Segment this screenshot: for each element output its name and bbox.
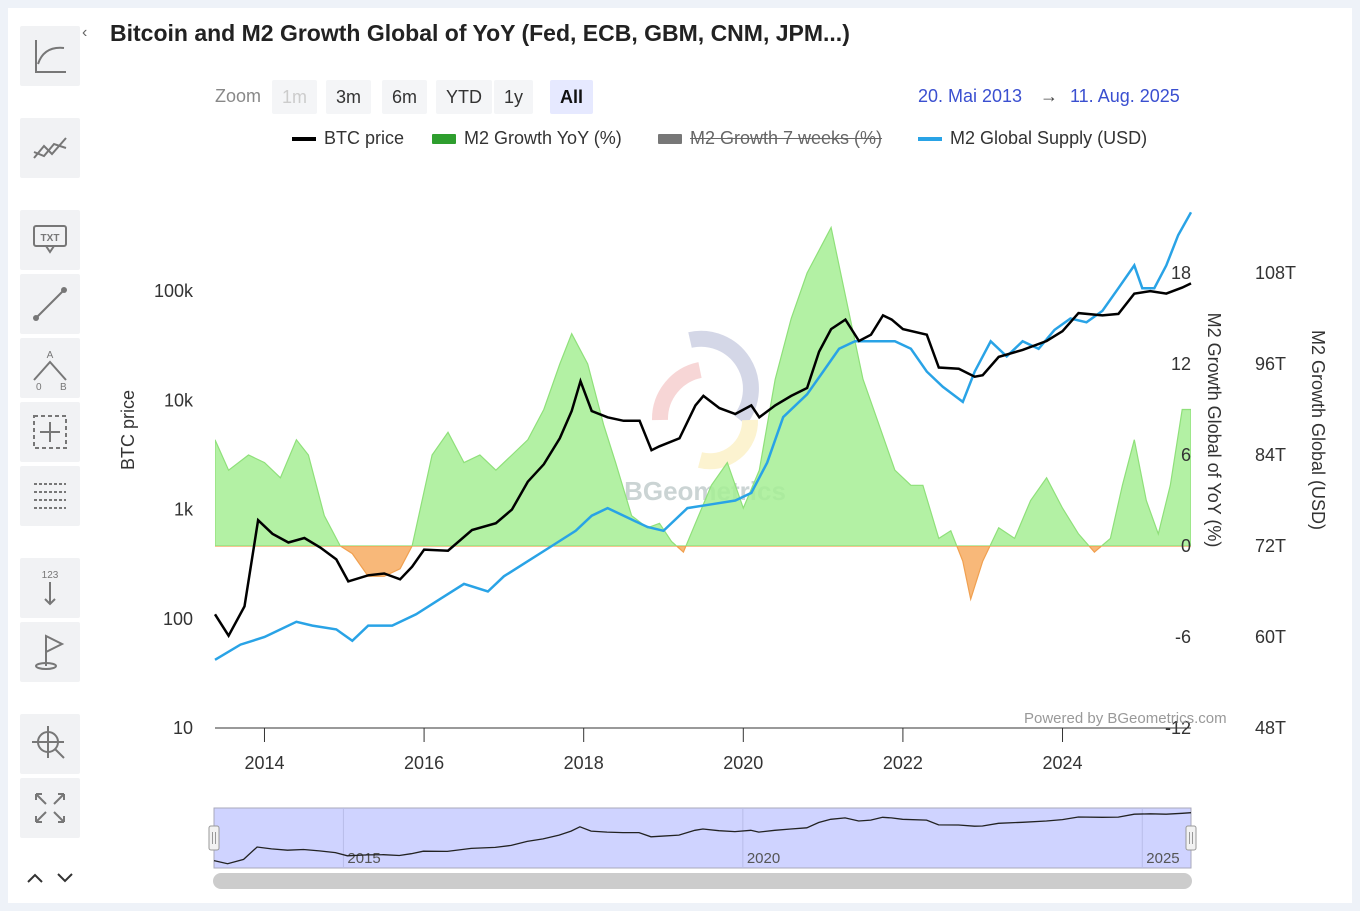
chart-type-icon[interactable] — [20, 26, 80, 86]
fullscreen-icon[interactable] — [20, 778, 80, 838]
zoom-button-6m[interactable]: 6m — [382, 80, 428, 114]
zoom-button-1y[interactable]: 1y — [494, 80, 534, 114]
toolbar-up-icon[interactable] — [26, 868, 44, 889]
legend-label: M2 Growth YoY (%) — [464, 128, 622, 148]
svg-text:TXT: TXT — [41, 233, 60, 244]
legend-symbol — [292, 136, 316, 141]
legend-item-1[interactable]: M2 Growth YoY (%) — [432, 128, 622, 149]
legend-label: BTC price — [324, 128, 405, 148]
chart-title: Bitcoin and M2 Growth Global of YoY (Fed… — [110, 20, 850, 46]
measure-abc-icon[interactable]: A 0 B — [20, 338, 80, 398]
crosshair-box-icon[interactable] — [20, 402, 80, 462]
line-tool-icon[interactable] — [20, 274, 80, 334]
zoom-button-3m[interactable]: 3m — [326, 80, 372, 114]
svg-text:B: B — [60, 382, 67, 390]
legend-label: M2 Global Supply (USD) — [950, 128, 1148, 148]
svg-text:0: 0 — [36, 382, 42, 390]
zoom-button-1m[interactable]: 1m — [272, 80, 318, 114]
svg-text:123: 123 — [42, 570, 59, 581]
legend-symbol — [658, 133, 682, 144]
zoom-pan-icon[interactable] — [20, 714, 80, 774]
legend-item-3[interactable]: M2 Global Supply (USD) — [918, 128, 1147, 149]
credits-link[interactable]: Powered by BGeometrics.com — [1024, 710, 1227, 727]
range-to[interactable]: 11. Aug. 2025 — [1070, 86, 1180, 106]
label-123-icon[interactable]: 123 — [20, 558, 80, 618]
grid-table-icon[interactable] — [20, 466, 80, 526]
legend-symbol — [432, 133, 456, 144]
legend-symbol — [918, 136, 942, 141]
range-arrow: → — [1040, 86, 1058, 106]
svg-text:A: A — [47, 350, 54, 361]
zoom-label: Zoom — [215, 86, 262, 106]
flag-icon[interactable] — [20, 622, 80, 682]
text-annotation-icon[interactable]: TXT — [20, 210, 80, 270]
indicators-icon[interactable] — [20, 118, 80, 178]
collapse-toolbar-icon[interactable]: ‹ — [82, 24, 88, 41]
range-from[interactable]: 20. Mai 2013 — [918, 86, 1023, 106]
legend-label: M2 Growth 7 weeks (%) — [690, 128, 883, 148]
toolbar-down-icon[interactable] — [56, 868, 74, 889]
zoom-button-ytd[interactable]: YTD — [436, 80, 492, 114]
zoom-button-all[interactable]: All — [550, 80, 594, 114]
legend-item-0[interactable]: BTC price — [292, 128, 404, 149]
legend-item-2[interactable]: M2 Growth 7 weeks (%) — [658, 128, 882, 149]
